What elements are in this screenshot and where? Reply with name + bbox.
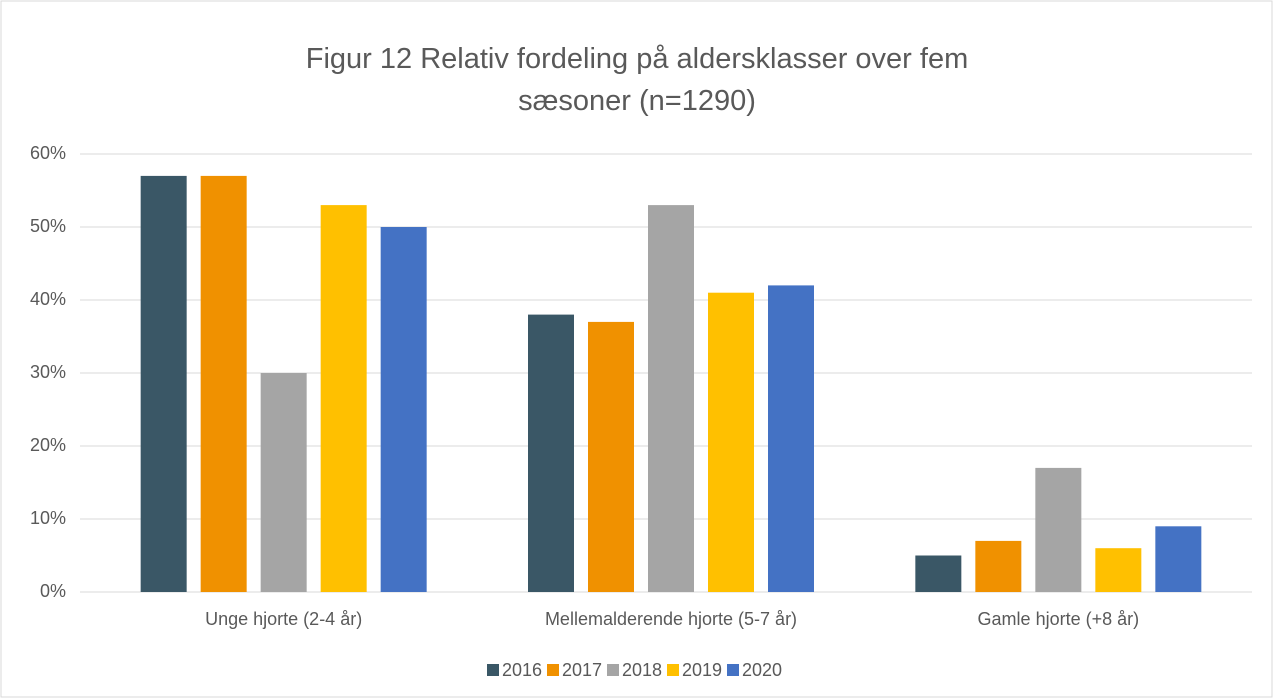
legend-label: 2019 — [682, 660, 722, 680]
y-tick-label: 0% — [40, 581, 66, 601]
legend-swatch — [727, 664, 739, 676]
chart-title: Figur 12 Relativ fordeling på aldersklas… — [305, 43, 969, 117]
bar — [915, 555, 962, 592]
bar — [320, 205, 367, 592]
legend-swatch — [487, 664, 499, 676]
x-tick-label: Mellemalderende hjorte (5-7 år) — [545, 609, 797, 629]
y-tick-label: 20% — [30, 435, 66, 455]
bar — [260, 373, 307, 592]
y-tick-label: 40% — [30, 289, 66, 309]
bar — [588, 321, 634, 592]
legend-label: 2016 — [502, 660, 542, 680]
bar — [140, 175, 187, 592]
x-tick-label: Gamle hjorte (+8 år) — [978, 609, 1140, 629]
legend-swatch — [607, 664, 619, 676]
bar — [768, 285, 814, 592]
bar — [648, 205, 694, 592]
bar — [200, 175, 247, 592]
y-tick-label: 30% — [30, 362, 66, 382]
legend-swatch — [667, 664, 679, 676]
bar — [1035, 467, 1082, 592]
bar — [708, 292, 754, 592]
legend-label: 2020 — [742, 660, 782, 680]
x-tick-label: Unge hjorte (2-4 år) — [205, 609, 362, 629]
legend-label: 2018 — [622, 660, 662, 680]
y-tick-label: 60% — [30, 143, 66, 163]
bar — [975, 540, 1022, 592]
bar — [1095, 548, 1142, 592]
y-tick-label: 50% — [30, 216, 66, 236]
y-tick-label: 10% — [30, 508, 66, 528]
legend-swatch — [547, 664, 559, 676]
bar — [380, 227, 427, 592]
bar — [528, 314, 574, 592]
legend-label: 2017 — [562, 660, 602, 680]
bar — [1155, 526, 1202, 592]
